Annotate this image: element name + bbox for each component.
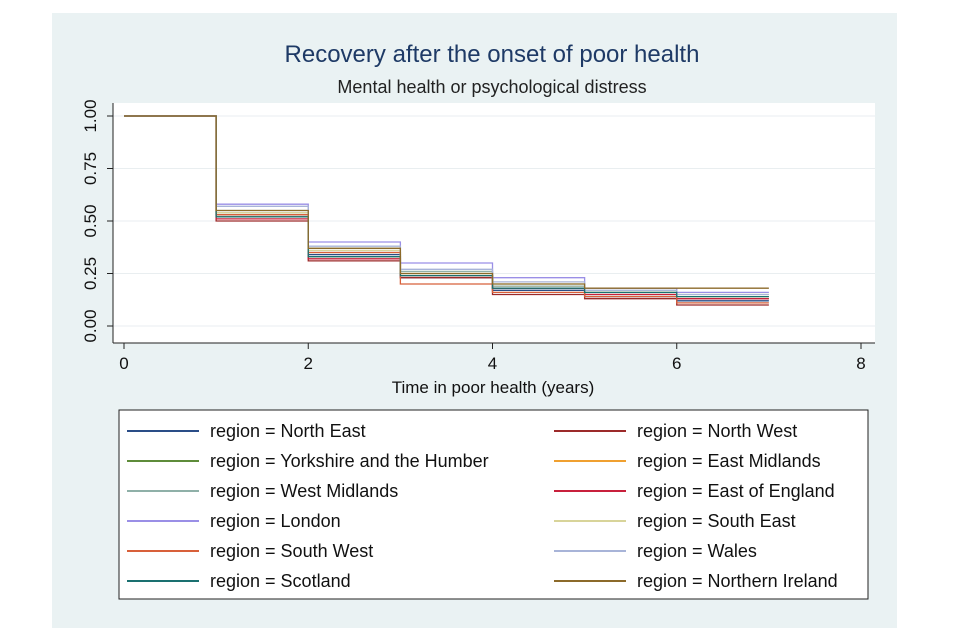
legend-label: region = West Midlands [210, 481, 398, 501]
series-line-wales [124, 115, 769, 296]
plot-area [113, 103, 875, 343]
legend-box [118, 409, 869, 600]
series-line-northern-ireland [124, 115, 769, 289]
x-tick-label: 4 [488, 354, 497, 373]
legend-label: region = North West [637, 421, 797, 441]
series-line-scotland [124, 115, 769, 298]
legend-label: region = Northern Ireland [637, 571, 838, 591]
survival-chart: Recovery after the onset of poor health … [81, 41, 875, 600]
legend-label: region = Wales [637, 541, 757, 561]
x-axis-label: Time in poor health (years) [392, 378, 595, 397]
series-line-north-west [124, 115, 769, 306]
legend-label: region = East of England [637, 481, 835, 501]
legend-label: region = Yorkshire and the Humber [210, 451, 489, 471]
legend-label: region = East Midlands [637, 451, 821, 471]
y-tick-label: 0.00 [81, 309, 100, 342]
chart-title: Recovery after the onset of poor health [285, 41, 700, 68]
legend-label: region = London [210, 511, 341, 531]
x-tick-label: 2 [304, 354, 313, 373]
chart-frame: Recovery after the onset of poor health … [52, 13, 897, 628]
x-tick-label: 0 [119, 354, 128, 373]
y-tick-label: 0.50 [81, 204, 100, 237]
y-tick-label: 1.00 [81, 99, 100, 132]
series-lines [124, 115, 769, 306]
legend-label: region = South East [637, 511, 796, 531]
y-tick-label: 0.75 [81, 152, 100, 185]
x-tick-label: 8 [856, 354, 865, 373]
y-tick-label: 0.25 [81, 257, 100, 290]
legend-label: region = South West [210, 541, 373, 561]
chart-subtitle: Mental health or psychological distress [337, 77, 646, 97]
x-tick-label: 6 [672, 354, 681, 373]
legend: region = North East region = North West re… [127, 421, 838, 591]
series-line-south-west [124, 115, 769, 304]
legend-label: region = Scotland [210, 571, 351, 591]
legend-label: region = North East [210, 421, 366, 441]
axes: 0.00 0.25 0.50 0.75 1.00 0 2 4 6 8 [81, 99, 875, 373]
